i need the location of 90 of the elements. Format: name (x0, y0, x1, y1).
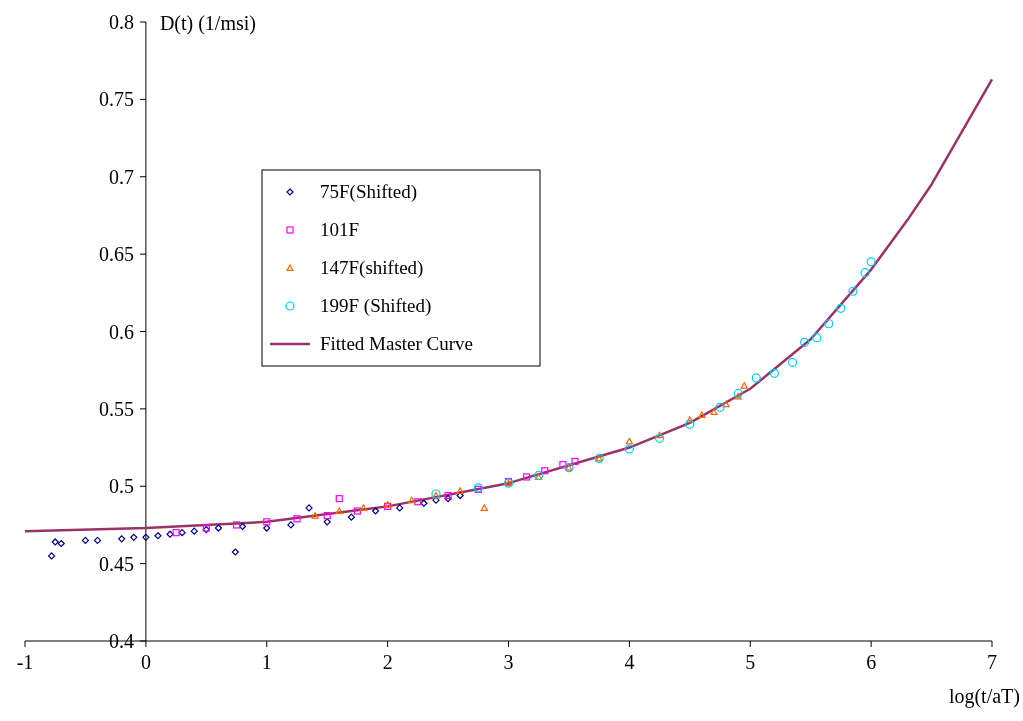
y-axis-title: D(t) (1/msi) (159, 12, 256, 35)
point (456, 487, 464, 494)
point (787, 357, 798, 368)
point (166, 530, 174, 538)
point (571, 457, 579, 466)
legend-label: Fitted Master Curve (320, 333, 474, 354)
y-tick-label: 0.65 (98, 243, 134, 266)
point (432, 496, 440, 504)
point (715, 402, 725, 412)
x-tick-label: 0 (140, 651, 151, 673)
point (81, 536, 90, 545)
point (734, 392, 742, 400)
point (414, 498, 422, 506)
point (559, 460, 567, 469)
point (541, 467, 549, 475)
point (740, 382, 748, 389)
x-axis-title: log(t/aT) (948, 685, 1020, 708)
point (624, 444, 634, 454)
y-tick-label: 0.8 (108, 11, 134, 33)
point (836, 303, 846, 313)
point (142, 533, 150, 541)
point (722, 400, 730, 408)
point (812, 333, 822, 343)
point (305, 504, 313, 512)
x-tick-label: 6 (866, 651, 877, 673)
legend-label: 147F(shifted) (320, 257, 424, 279)
point (232, 521, 241, 529)
point (523, 473, 531, 481)
point (800, 337, 810, 347)
legend-label: 199F (Shifted) (320, 295, 432, 317)
point (178, 529, 186, 537)
point (57, 539, 65, 548)
point (655, 431, 664, 439)
point (371, 507, 380, 515)
x-tick-label: -1 (16, 651, 34, 673)
point (733, 388, 743, 398)
x-tick-label: 4 (624, 651, 635, 673)
point (710, 408, 718, 415)
point (263, 524, 271, 532)
point (231, 548, 239, 556)
y-tick-label: 0.55 (98, 397, 134, 420)
point (685, 419, 695, 429)
y-tick-label: 0.4 (108, 630, 134, 652)
point (347, 513, 355, 521)
point (93, 536, 102, 545)
y-tick-label: 0.7 (108, 165, 134, 188)
point (625, 437, 633, 445)
point (824, 319, 834, 329)
point (698, 411, 706, 419)
point (396, 504, 404, 512)
point (480, 504, 488, 511)
x-tick-label: 2 (382, 651, 393, 673)
point (47, 552, 56, 560)
point (263, 518, 271, 526)
point (51, 538, 59, 546)
point (311, 512, 319, 519)
point (172, 529, 180, 537)
y-tick-label: 0.45 (98, 552, 134, 575)
point (335, 507, 343, 515)
x-tick-label: 1 (261, 651, 272, 673)
point (118, 535, 126, 543)
legend-label: 101F (320, 219, 360, 240)
point (214, 524, 222, 532)
point (353, 507, 362, 515)
point (323, 512, 331, 520)
point (751, 373, 761, 383)
point (420, 499, 428, 507)
x-tick-label: 3 (503, 651, 514, 673)
point (408, 496, 416, 504)
point (456, 491, 464, 500)
point (866, 257, 876, 267)
point (686, 416, 694, 423)
y-tick-label: 0.6 (108, 320, 134, 343)
point (293, 515, 301, 523)
point (130, 533, 138, 541)
point (444, 495, 452, 503)
point (335, 495, 343, 503)
point (190, 527, 198, 535)
y-tick-label: 0.75 (98, 88, 134, 111)
point (154, 532, 162, 540)
point (848, 286, 858, 296)
y-tick-label: 0.5 (108, 475, 134, 498)
point (860, 268, 870, 278)
point (287, 521, 295, 529)
x-tick-label: 5 (745, 651, 756, 673)
point (769, 368, 780, 378)
x-tick-label: 7 (987, 651, 997, 673)
point (654, 433, 665, 443)
point (359, 504, 368, 511)
legend-label: 75F(Shifted) (320, 181, 418, 203)
